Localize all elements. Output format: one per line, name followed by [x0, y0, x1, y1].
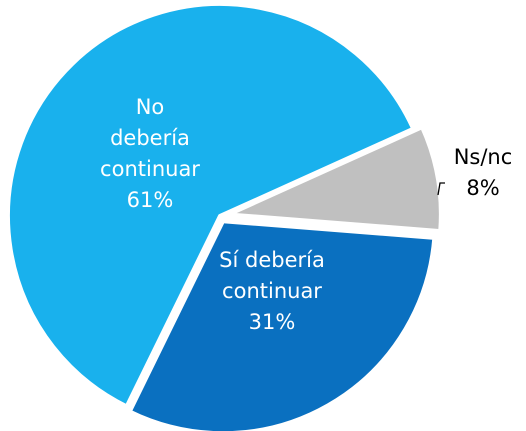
pie-slice	[127, 219, 437, 431]
pie-slice	[226, 125, 443, 234]
slice-label: No debería continuar 61%	[95, 92, 205, 216]
value-label: 61%	[126, 188, 174, 212]
value-label: 31%	[248, 310, 296, 334]
category-label: Sí debería continuar	[219, 248, 325, 303]
slice-label: Sí debería continuar 31%	[217, 245, 327, 338]
pie-slice	[6, 2, 416, 409]
value-label: 8%	[466, 176, 500, 200]
category-label: No debería continuar	[100, 95, 200, 181]
slice-label: Ns/nc 8%	[443, 142, 523, 204]
category-label: Ns/nc	[453, 145, 513, 169]
leader-line	[437, 182, 445, 196]
